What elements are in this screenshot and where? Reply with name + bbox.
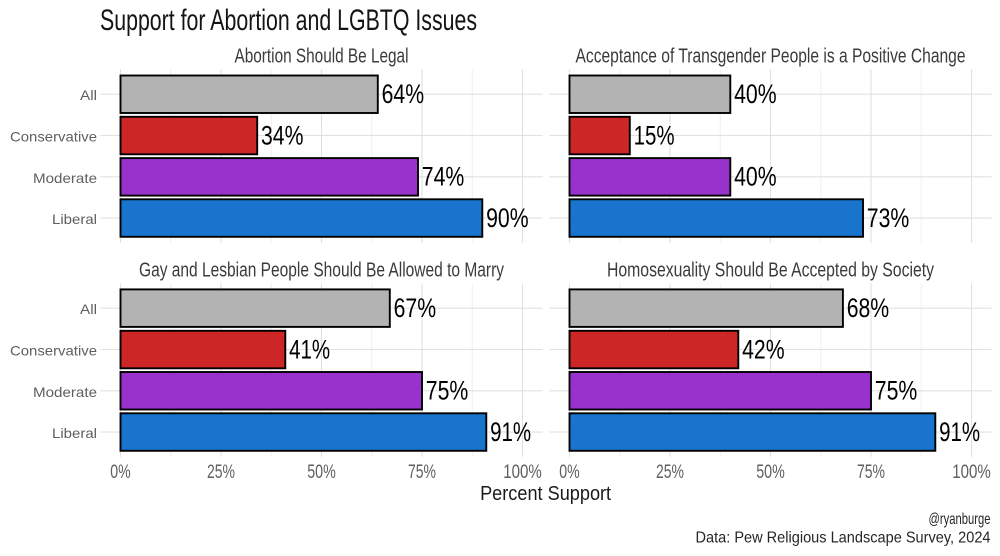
svg-text:0%: 0% bbox=[559, 462, 579, 483]
svg-text:40%: 40% bbox=[734, 162, 777, 192]
svg-text:50%: 50% bbox=[756, 462, 785, 483]
svg-text:Data: Pew Religious Landscape: Data: Pew Religious Landscape Survey, 20… bbox=[696, 530, 991, 547]
svg-text:41%: 41% bbox=[289, 334, 330, 364]
svg-text:@ryanburge: @ryanburge bbox=[929, 511, 991, 528]
svg-text:Liberal: Liberal bbox=[52, 425, 97, 441]
svg-text:Moderate: Moderate bbox=[33, 384, 97, 400]
svg-text:All: All bbox=[80, 87, 97, 103]
svg-text:Gay and Lesbian People Should: Gay and Lesbian People Should Be Allowed… bbox=[139, 260, 504, 282]
svg-text:68%: 68% bbox=[847, 293, 890, 323]
svg-text:Conservative: Conservative bbox=[10, 343, 97, 359]
svg-text:90%: 90% bbox=[486, 203, 528, 233]
svg-text:Percent Support: Percent Support bbox=[480, 483, 611, 505]
svg-text:75%: 75% bbox=[426, 376, 469, 406]
svg-text:Support for Abortion and LGBTQ: Support for Abortion and LGBTQ Issues bbox=[100, 4, 477, 37]
svg-text:75%: 75% bbox=[857, 462, 885, 483]
svg-text:15%: 15% bbox=[634, 120, 675, 150]
svg-text:91%: 91% bbox=[490, 417, 531, 447]
svg-text:64%: 64% bbox=[382, 79, 425, 109]
svg-text:73%: 73% bbox=[867, 203, 910, 233]
svg-text:Abortion Should Be Legal: Abortion Should Be Legal bbox=[235, 46, 409, 68]
svg-text:Homosexuality Should Be Accept: Homosexuality Should Be Accepted by Soci… bbox=[607, 260, 934, 282]
svg-text:25%: 25% bbox=[207, 462, 235, 483]
svg-text:74%: 74% bbox=[422, 162, 465, 192]
svg-text:75%: 75% bbox=[408, 462, 436, 483]
svg-text:100%: 100% bbox=[952, 462, 991, 483]
svg-text:Acceptance of Transgender Peop: Acceptance of Transgender People is a Po… bbox=[576, 46, 966, 68]
svg-text:0%: 0% bbox=[110, 462, 130, 483]
svg-text:75%: 75% bbox=[875, 376, 918, 406]
svg-text:34%: 34% bbox=[261, 120, 304, 150]
svg-text:67%: 67% bbox=[394, 293, 437, 323]
svg-text:50%: 50% bbox=[307, 462, 336, 483]
svg-text:Moderate: Moderate bbox=[33, 170, 97, 186]
svg-text:All: All bbox=[80, 301, 97, 317]
svg-text:91%: 91% bbox=[939, 417, 980, 447]
svg-text:Liberal: Liberal bbox=[52, 211, 97, 227]
svg-text:25%: 25% bbox=[656, 462, 684, 483]
svg-text:Conservative: Conservative bbox=[10, 129, 97, 145]
svg-text:42%: 42% bbox=[742, 334, 785, 364]
svg-text:40%: 40% bbox=[734, 79, 777, 109]
svg-text:100%: 100% bbox=[503, 462, 542, 483]
